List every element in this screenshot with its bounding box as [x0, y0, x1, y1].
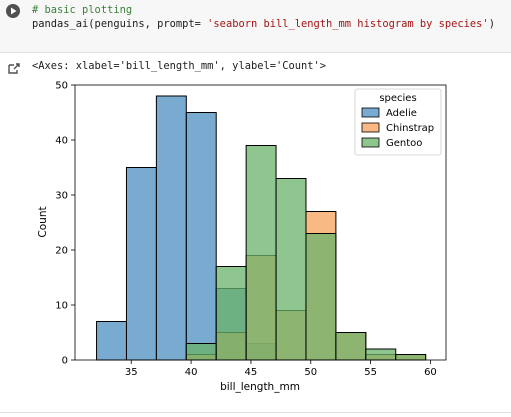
legend-swatch-chinstrap	[361, 122, 380, 133]
bar-gentoo-5	[245, 145, 277, 361]
x-axis-label: bill_length_mm	[220, 381, 300, 393]
legend-label-chinstrap: Chinstrap	[386, 123, 434, 134]
x-tick-label: 60	[424, 367, 437, 378]
legend-swatch-gentoo	[361, 137, 380, 148]
bar-gentoo-7	[305, 233, 337, 361]
x-tick-label: 35	[125, 367, 138, 378]
code-call: pandas_ai(penguins, prompt=	[32, 18, 208, 30]
legend-title: species	[379, 93, 416, 104]
y-ticks-group: 0 10 20 30 40 50	[55, 81, 75, 367]
code-cell[interactable]: # basic plotting pandas_ai(penguins, pro…	[0, 0, 511, 53]
bar-gentoo-8	[335, 332, 367, 361]
bar-adelie-2	[155, 95, 187, 361]
x-tick-label: 55	[364, 367, 377, 378]
run-cell-button[interactable]	[6, 4, 20, 18]
legend-swatch-adelie	[361, 107, 380, 118]
bar-adelie-1	[125, 167, 157, 361]
plot-frame	[74, 84, 447, 361]
y-axis-label: Count	[37, 206, 49, 237]
y-tick-label: 0	[62, 356, 68, 367]
x-tick-label: 50	[304, 367, 317, 378]
y-tick-label: 40	[55, 136, 68, 147]
legend-label-adelie: Adelie	[386, 108, 417, 119]
bar-adelie-0	[96, 321, 127, 361]
bar-gentoo-4	[215, 266, 247, 361]
output-arrow-icon	[8, 63, 20, 74]
y-tick-label: 20	[55, 246, 68, 257]
bar-gentoo-3	[185, 343, 217, 361]
x-tick-label: 40	[185, 367, 198, 378]
y-tick-label: 50	[55, 81, 68, 92]
output-text: <Axes: xlabel='bill_length_mm', ylabel='…	[32, 60, 327, 72]
code-close: )	[488, 18, 495, 30]
bar-adelie-3	[185, 112, 217, 361]
legend: species Adelie Chinstrap Gentoo	[354, 88, 442, 156]
x-tick-label: 45	[245, 367, 258, 378]
bar-gentoo-10	[395, 354, 427, 361]
code-editor[interactable]: # basic plotting pandas_ai(penguins, pro…	[32, 3, 495, 31]
bars-group	[96, 95, 427, 361]
code-string: 'seaborn bill_length_mm histogram by spe…	[207, 18, 489, 30]
code-comment: # basic plotting	[32, 4, 133, 16]
y-tick-label: 30	[55, 191, 68, 202]
x-ticks-group: 35 40 45 50 55 60	[125, 360, 437, 378]
bar-gentoo-9	[365, 348, 397, 361]
legend-items: Adelie Chinstrap Gentoo	[361, 107, 434, 149]
cell-divider	[0, 412, 511, 413]
play-icon	[11, 7, 17, 15]
bar-gentoo-6	[275, 178, 307, 361]
legend-label-gentoo: Gentoo	[386, 138, 422, 149]
y-tick-label: 10	[55, 301, 68, 312]
